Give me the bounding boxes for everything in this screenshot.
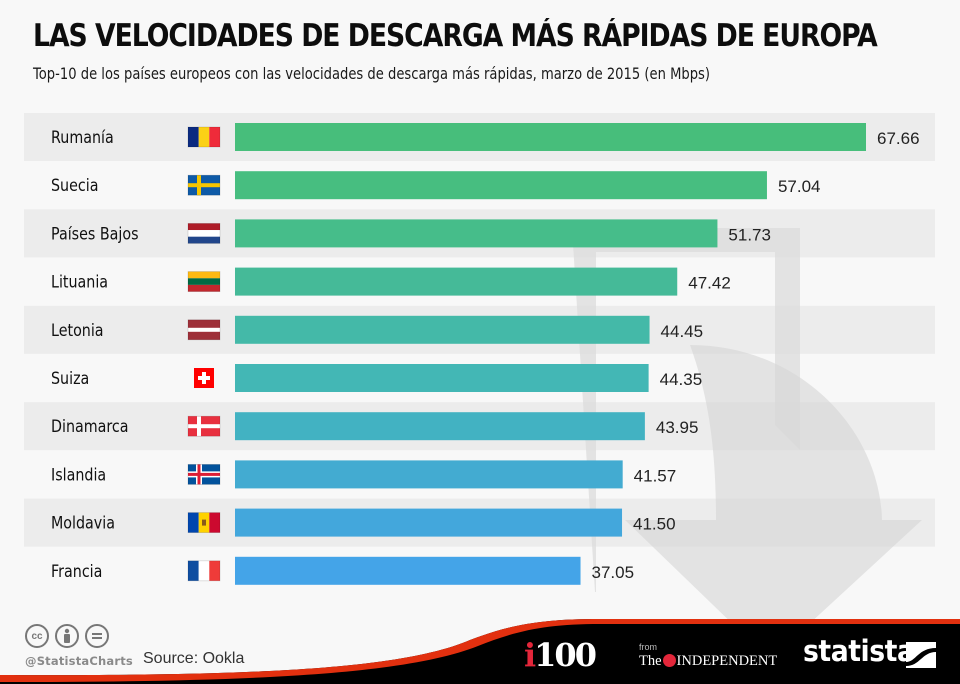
value-label: 57.04 (778, 177, 821, 196)
value-label: 44.45 (661, 322, 704, 341)
cc-icon-text: cc (31, 630, 43, 642)
independent-name: INDEPENDENT (676, 653, 778, 669)
category-label: Francia (51, 561, 102, 582)
attribution-icon (55, 624, 79, 648)
value-label: 37.05 (592, 563, 635, 582)
bar-lithuania[interactable] (235, 267, 678, 296)
value-label: 67.66 (877, 129, 920, 148)
netherlands-flag-icon (187, 222, 221, 244)
page-subtitle: Top-10 de los países europeos con las ve… (33, 64, 710, 83)
bar-moldova[interactable] (235, 508, 623, 537)
category-label: Letonia (51, 320, 104, 341)
iceland-flag-icon (187, 463, 221, 485)
bar-denmark[interactable] (235, 412, 645, 441)
source-label: Source: Ookla (143, 650, 245, 667)
category-label: Lituania (51, 271, 108, 292)
page-title: LAS VELOCIDADES DE DESCARGA MÁS RÁPIDAS … (33, 18, 878, 54)
value-label: 43.95 (656, 418, 699, 437)
statista-mark-icon (906, 642, 936, 668)
bar-iceland[interactable] (235, 460, 623, 489)
i100-logo-num: 100 (534, 636, 597, 674)
bar-latvia[interactable] (235, 315, 650, 344)
value-label: 41.57 (634, 466, 677, 485)
category-label: Moldavia (51, 512, 115, 533)
romania-flag-icon (187, 126, 221, 148)
watermark-arrow-icon (572, 228, 922, 660)
denmark-flag-icon (187, 415, 221, 437)
cc-icon: cc (25, 624, 49, 648)
bars (235, 123, 866, 585)
latvia-flag-icon (187, 319, 221, 341)
category-label: Países Bajos (51, 223, 139, 244)
i100-logo: i100 (524, 636, 597, 674)
category-label: Rumanía (51, 127, 114, 148)
bar-france[interactable] (235, 556, 581, 585)
from-label: from (639, 642, 657, 652)
value-label: 44.35 (660, 370, 703, 389)
no-derivatives-icon (85, 624, 109, 648)
i100-logo-i: i (524, 636, 536, 674)
category-label: Suecia (51, 175, 98, 196)
bar-netherlands[interactable] (235, 219, 718, 248)
bar-romania[interactable] (235, 123, 866, 151)
category-label: Dinamarca (51, 416, 129, 437)
bar-switzerland[interactable] (235, 364, 649, 392)
independent-the: The (639, 653, 662, 669)
lithuania-flag-icon (187, 271, 221, 293)
france-flag-icon (187, 560, 221, 582)
footer-red-curve (0, 619, 960, 682)
license-icons: cc (25, 624, 109, 648)
statista-logo: statista (803, 634, 915, 668)
value-label: 47.42 (688, 274, 731, 293)
independent-logo: The INDEPENDENT (639, 653, 777, 670)
bar-sweden[interactable] (235, 171, 767, 200)
category-label: Suiza (51, 368, 89, 389)
statista-handle[interactable]: @StatistaCharts (25, 654, 133, 668)
switzerland-flag-icon (194, 368, 214, 388)
flags (187, 126, 221, 582)
eagle-icon (662, 654, 676, 667)
value-labels: 67.66 57.04 51.73 47.42 44.45 44.35 43.95 41.57… (592, 129, 920, 582)
category-labels: Rumanía Suecia Países Bajos Lituania Letonia… (51, 127, 139, 581)
footer-band (0, 619, 960, 684)
value-label: 41.50 (633, 515, 676, 534)
sweden-flag-icon (187, 174, 221, 196)
category-label: Islandia (51, 464, 106, 485)
value-label: 51.73 (728, 225, 771, 244)
moldova-flag-icon (187, 512, 221, 533)
